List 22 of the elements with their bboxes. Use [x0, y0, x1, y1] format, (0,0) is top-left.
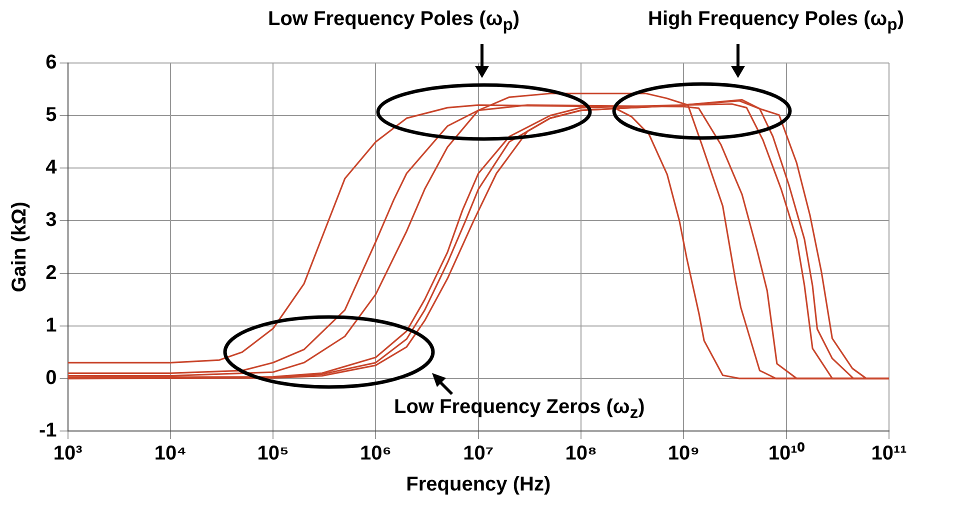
- y-tick-label: 1: [46, 314, 57, 336]
- y-tick-label: -1: [38, 420, 57, 442]
- text: Low Frequency Poles (ω$_{p}$): [268, 8, 520, 35]
- y-tick-label: 3: [46, 209, 57, 232]
- x-tick-label: 10⁸: [565, 442, 597, 465]
- y-axis-title: Gain (kΩ): [8, 202, 31, 292]
- y-tick-label: 5: [46, 104, 57, 126]
- x-tick-label: 10⁶: [360, 442, 392, 465]
- y-tick-label: 2: [46, 262, 57, 284]
- annotation: Low Frequency Zeros (ω$_{z}$): [394, 396, 645, 423]
- x-tick-label: 10⁹: [668, 442, 700, 465]
- y-tick-label: 6: [46, 52, 57, 74]
- x-axis-title: Frequency (Hz): [406, 474, 551, 496]
- x-tick-label: 10¹¹: [871, 442, 908, 465]
- x-tick-label: 10³: [53, 442, 83, 465]
- x-tick-label: 10⁵: [257, 442, 289, 465]
- x-tick-label: 10¹⁰: [768, 442, 804, 465]
- x-tick-label: 10⁴: [154, 442, 187, 465]
- y-tick-label: 4: [46, 156, 58, 179]
- x-tick-label: 10⁷: [463, 442, 494, 465]
- text: High Frequency Poles (ω$_{p}$): [648, 8, 904, 35]
- y-tick-label: 0: [46, 366, 57, 389]
